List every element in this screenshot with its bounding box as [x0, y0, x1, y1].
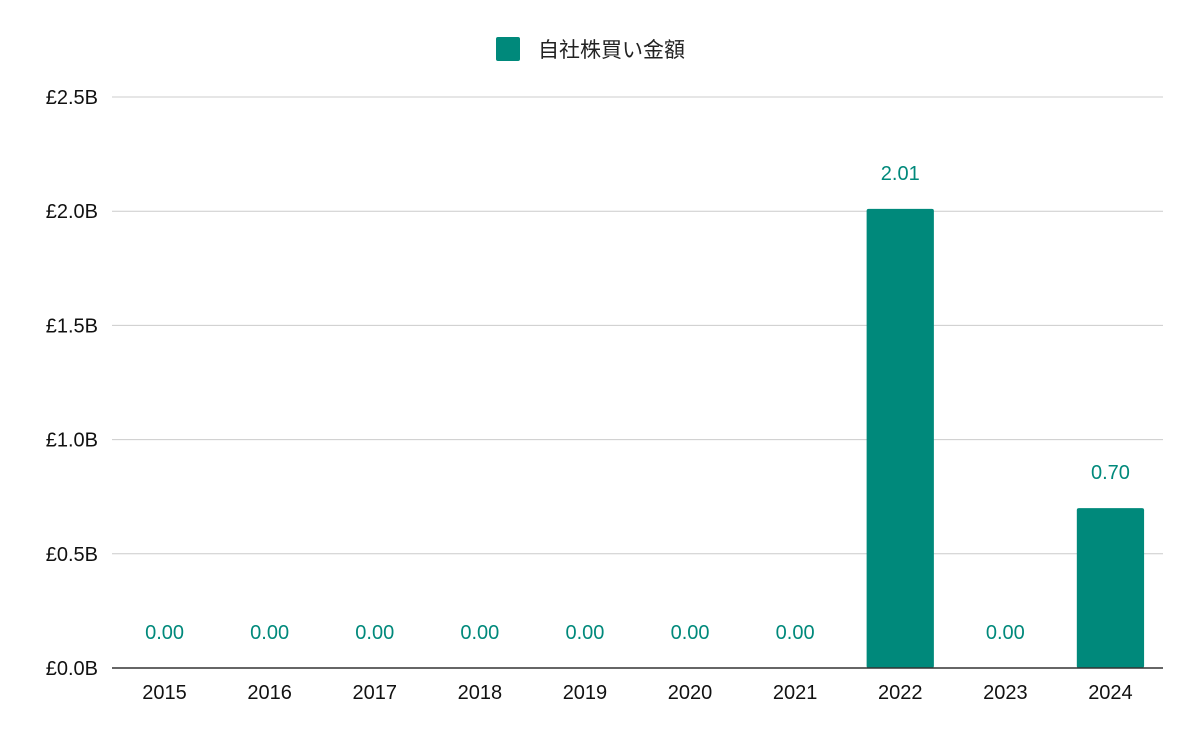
bar	[1076, 508, 1145, 668]
y-tick-label: £0.0B	[46, 658, 98, 680]
x-tick-label: 2016	[247, 682, 292, 704]
bars	[866, 208, 1145, 668]
grid-lines	[112, 96, 1163, 555]
data-label: 0.00	[460, 622, 499, 644]
x-axis-tick-labels: 2015 2016 2017 2018 2019 2020 2021 2022 2023 2024	[142, 682, 1132, 704]
data-label: 0.00	[986, 622, 1025, 644]
bar	[866, 208, 934, 668]
x-tick-label: 2019	[563, 682, 608, 704]
data-label: 0.00	[565, 622, 604, 644]
x-tick-label: 2015	[142, 682, 187, 704]
data-labels: 0.00 0.00 0.00 0.00 0.00 0.00 0.00 2.01 0.00 0.70	[145, 163, 1130, 644]
y-axis-tick-labels: £0.0B £0.5B £1.0B £1.5B £2.0B £2.5B	[46, 87, 98, 680]
data-label: 0.70	[1091, 462, 1130, 484]
y-tick-label: £1.0B	[46, 430, 98, 452]
legend-label: 自社株買い金額	[538, 39, 685, 62]
data-label: 0.00	[250, 622, 289, 644]
data-label: 0.00	[671, 622, 710, 644]
data-label: 0.00	[145, 622, 184, 644]
y-tick-label: £2.5B	[46, 87, 98, 109]
x-tick-label: 2021	[773, 682, 818, 704]
y-tick-label: £2.0B	[46, 201, 98, 223]
x-tick-label: 2024	[1088, 682, 1133, 704]
y-tick-label: £0.5B	[46, 544, 98, 566]
data-label: 0.00	[355, 622, 394, 644]
data-label: 0.00	[776, 622, 815, 644]
y-tick-label: £1.5B	[46, 315, 98, 337]
x-tick-label: 2018	[458, 682, 503, 704]
legend-swatch	[496, 37, 520, 61]
x-tick-label: 2022	[878, 682, 923, 704]
x-tick-label: 2017	[353, 682, 398, 704]
x-tick-label: 2020	[668, 682, 713, 704]
data-label: 2.01	[881, 163, 920, 185]
x-tick-label: 2023	[983, 682, 1028, 704]
chart-legend: 自社株買い金額	[496, 37, 685, 62]
